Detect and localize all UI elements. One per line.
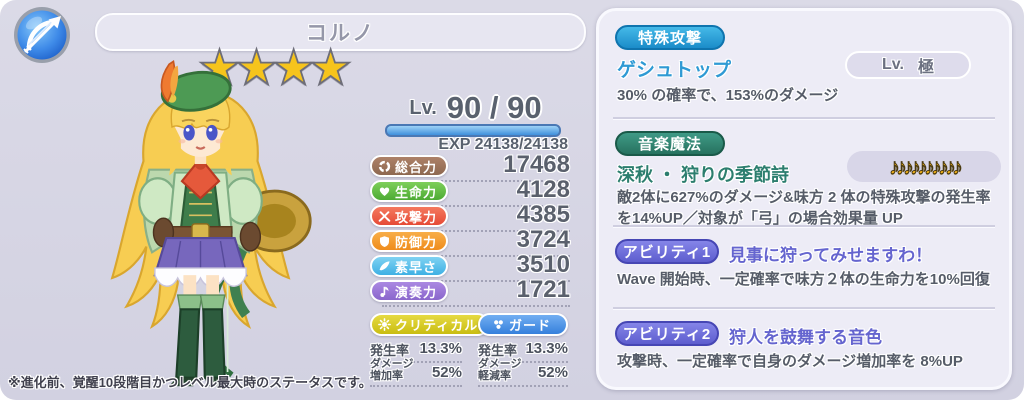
- music-notes-pill: ♪♪♪♪♪♪♪♪♪♪: [847, 151, 1001, 182]
- rate-label: 発生率: [478, 343, 518, 358]
- character-name: コルノ: [306, 22, 375, 45]
- critical-damage-row: ダメージ 増加率 52%: [370, 358, 462, 387]
- stat-row-speed: 素早さ 3510: [370, 251, 570, 282]
- stat-pill-attack: 攻撃力: [370, 205, 449, 227]
- stat-label: 素早さ: [395, 259, 438, 275]
- critical-pill: クリティカル: [370, 313, 490, 336]
- stat-value: 4128: [516, 176, 570, 203]
- special-attack-name: ゲシュトップ: [617, 60, 732, 81]
- damage-value: 52%: [537, 364, 568, 381]
- detail-panel: 特殊攻撃 ゲシュトップ Lv. 極 30% の確率で、153%のダメージ 音楽魔…: [596, 8, 1012, 390]
- character-art: [110, 59, 312, 387]
- level-row: Lv. 90 / 90: [383, 90, 568, 126]
- aperture-icon: [378, 160, 391, 172]
- special-attack-description: 30% の確率で、153%のダメージ: [617, 87, 839, 104]
- triple-dot-icon: [494, 320, 503, 329]
- section-divider: [613, 117, 995, 119]
- guard-damage-row: ダメージ 軽減率 52%: [478, 358, 568, 387]
- level-label: Lv.: [409, 97, 437, 119]
- guard-label: ガード: [508, 318, 551, 333]
- ability2-description: 攻撃時、一定確率で自身のダメージ増加率を 8%UP: [617, 353, 963, 370]
- stat-label: 演奏力: [395, 284, 438, 300]
- stat-value: 1721: [516, 276, 570, 303]
- stat-pill-speed: 素早さ: [370, 255, 449, 277]
- stat-value: 3724: [516, 226, 570, 253]
- section-divider: [613, 307, 995, 309]
- damage-label: ダメージ 増加率: [370, 358, 414, 382]
- stat-row-performance: 演奏力 1721: [370, 276, 570, 307]
- exp-bar: [385, 124, 561, 137]
- sun-icon: [378, 318, 391, 331]
- ability1-badge: アビリティ1: [615, 239, 719, 264]
- character-name-bar: コルノ: [95, 13, 586, 51]
- stat-value: 3510: [516, 251, 570, 278]
- rate-value: 13.3%: [525, 340, 568, 357]
- music-magic-badge: 音楽魔法: [615, 131, 725, 156]
- stat-label: 総合力: [395, 159, 438, 175]
- critical-label: クリティカル: [395, 318, 479, 333]
- damage-label: ダメージ 軽減率: [478, 358, 522, 382]
- stat-row-attack: 攻撃力 4385: [370, 201, 570, 232]
- stat-pill-total: 総合力: [370, 155, 449, 177]
- stat-pill-defense: 防御力: [370, 230, 449, 252]
- stat-row-life: 生命力 4128: [370, 176, 570, 207]
- level-value: 90 / 90: [446, 90, 542, 125]
- damage-value: 52%: [431, 364, 462, 381]
- music-magic-description: 敵2体に627%のダメージ&味方 2 体の特殊攻撃の発生率を14%UP／対象が「…: [617, 189, 991, 227]
- ability2-name: 狩人を鼓舞する音色: [729, 328, 882, 347]
- rate-label: 発生率: [370, 343, 410, 358]
- stat-row-defense: 防御力 3724: [370, 226, 570, 257]
- stat-pill-life: 生命力: [370, 180, 449, 202]
- special-attack-badge: 特殊攻撃: [615, 25, 725, 50]
- exp-value: EXP 24138/24138: [438, 136, 568, 153]
- rate-value: 13.3%: [419, 340, 462, 357]
- shield-icon: [380, 235, 389, 247]
- ability1-description: Wave 開始時、一定確率で味方２体の生命力を10%回復: [617, 271, 990, 288]
- section-divider: [613, 225, 995, 227]
- skill-level-value: 極: [917, 59, 934, 76]
- guard-rate-row: 発生率 13.3%: [478, 340, 568, 363]
- bow-icon: [14, 7, 70, 63]
- stat-row-total: 総合力 17468: [370, 151, 570, 182]
- ability2-badge: アビリティ2: [615, 321, 719, 346]
- stat-value: 17468: [503, 151, 570, 178]
- wing-icon: [379, 260, 390, 270]
- footnote: ※進化前、覚醒10段階目かつレベル最大時のステータスです。: [8, 375, 372, 390]
- music-note-icons: ♪♪♪♪♪♪♪♪♪♪: [889, 153, 964, 179]
- music-magic-name: 深秋 ・ 狩りの季節詩: [617, 165, 790, 185]
- stat-label: 攻撃力: [395, 209, 438, 225]
- stat-pill-performance: 演奏力: [370, 280, 449, 302]
- music-note-icon: [380, 286, 389, 297]
- crossed-swords-icon: [378, 210, 391, 222]
- skill-level-label: Lv.: [882, 56, 904, 73]
- stat-value: 4385: [516, 201, 570, 228]
- guard-pill: ガード: [478, 313, 568, 336]
- ability1-name: 見事に狩ってみせますわ！: [729, 246, 933, 265]
- stat-label: 生命力: [395, 184, 438, 200]
- stat-label: 防御力: [395, 234, 438, 250]
- heart-icon: [379, 187, 390, 196]
- critical-rate-row: 発生率 13.3%: [370, 340, 462, 363]
- skill-level-pill: Lv. 極: [845, 51, 971, 79]
